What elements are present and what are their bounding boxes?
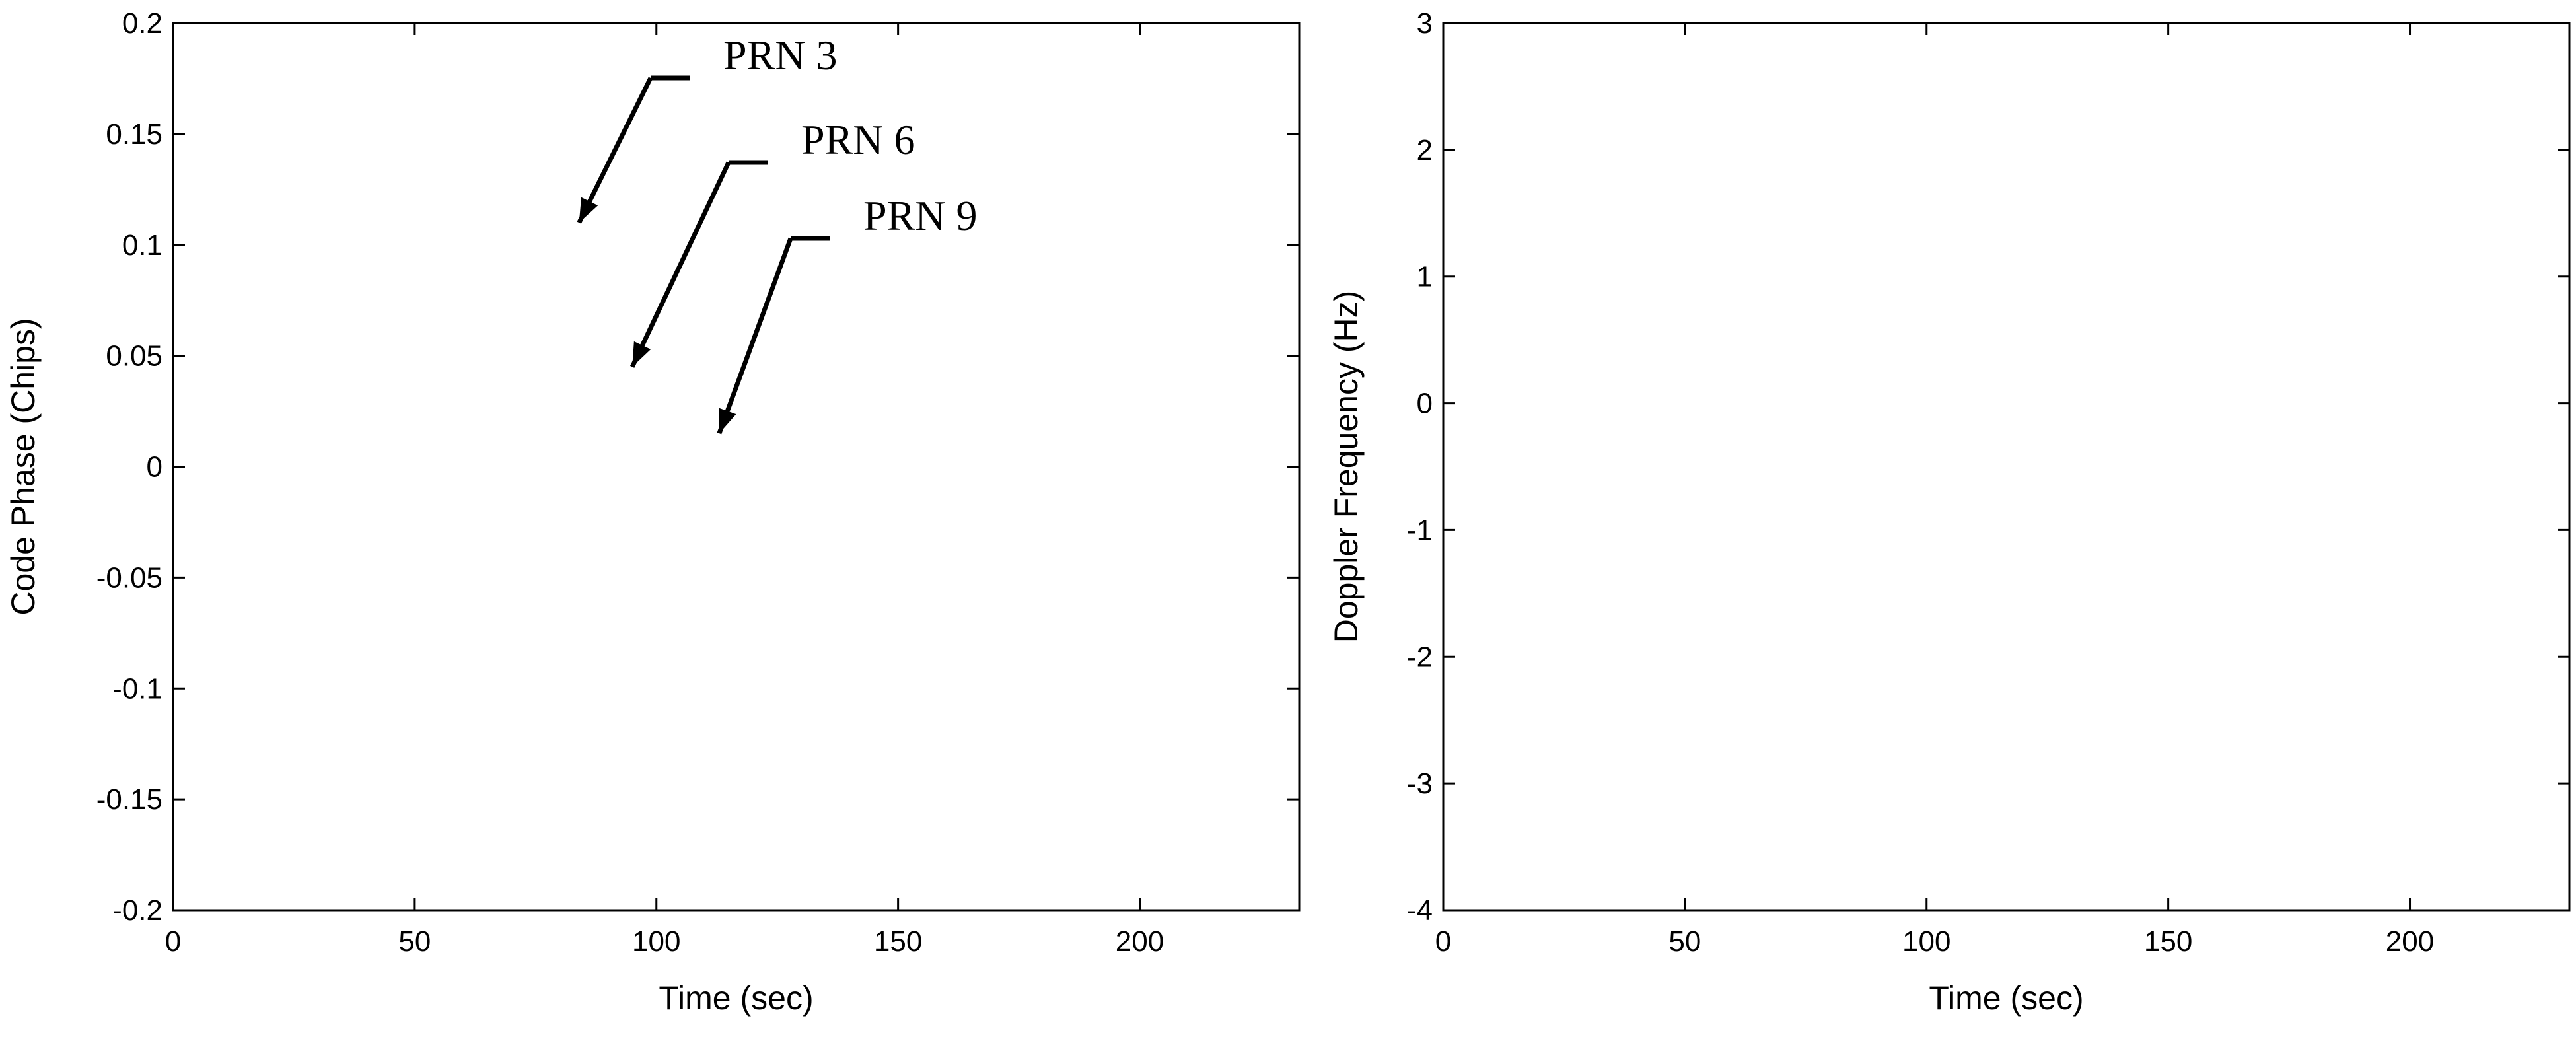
axes-frame xyxy=(1442,22,2571,912)
y-tick-label: -0.1 xyxy=(112,672,162,705)
y-tick-label: -4 xyxy=(1407,894,1433,927)
axes-frame xyxy=(172,22,1301,912)
x-tick-label: 100 xyxy=(1902,925,1950,958)
x-tick-label: 200 xyxy=(1116,925,1164,958)
y-axis-label: Doppler Frequency (Hz) xyxy=(1328,291,1365,643)
annotation-label-prn-9: PRN 9 xyxy=(863,192,978,239)
annotation-label-prn-6: PRN 6 xyxy=(801,116,915,163)
y-tick-label: -0.2 xyxy=(112,894,162,927)
annotation-arrow xyxy=(630,161,731,368)
annotation-arrowhead xyxy=(632,341,651,367)
annotation-label-prn-3: PRN 3 xyxy=(723,32,838,79)
y-tick-label: 0 xyxy=(1417,388,1433,420)
annotation-arrowhead xyxy=(579,197,598,223)
annotation-arrow xyxy=(717,237,793,435)
x-tick-label: 200 xyxy=(2386,925,2434,958)
x-axis-label: Time (sec) xyxy=(1929,980,2083,1017)
y-tick-label: 0.05 xyxy=(106,340,162,373)
x-tick-label: 100 xyxy=(632,925,680,958)
x-tick-label: 0 xyxy=(1435,925,1451,958)
annotations: PRN 3 PRN 6 PRN 9 xyxy=(577,32,978,435)
y-tick-label: -0.15 xyxy=(96,783,162,816)
y-tick-label: -2 xyxy=(1407,641,1433,673)
y-tick-label: 0.15 xyxy=(106,118,162,151)
y-tick-label: 0 xyxy=(147,451,162,483)
y-tick-label: -3 xyxy=(1407,768,1433,800)
x-axis-label: Time (sec) xyxy=(659,980,813,1017)
x-tick-label: 0 xyxy=(165,925,181,958)
y-tick-label: -0.05 xyxy=(96,561,162,594)
code-phase-panel: 0 50 100 150 200 -0.2 -0.15 -0.1 -0.05 0 0.05 0.1 0.… xyxy=(5,7,1301,1017)
y-tick-label: 2 xyxy=(1417,134,1433,166)
y-tick-label: 3 xyxy=(1417,7,1433,40)
annotation-arrow xyxy=(577,77,653,224)
annotation-arrowhead xyxy=(719,408,736,434)
y-tick-label: -1 xyxy=(1407,514,1433,546)
x-tick-label: 50 xyxy=(398,925,431,958)
y-tick-label: 0.2 xyxy=(122,7,162,40)
x-tick-label: 150 xyxy=(2144,925,2192,958)
y-tick-label: 0.1 xyxy=(122,229,162,262)
y-tick-label: 1 xyxy=(1417,261,1433,293)
x-tick-label: 50 xyxy=(1668,925,1701,958)
x-tick-label: 150 xyxy=(874,925,922,958)
y-axis-label: Code Phase (Chips) xyxy=(5,318,42,615)
doppler-frequency-panel: 0 50 100 150 200 -4 -3 -2 -1 0 1 2 3 Time (sec) Dopple… xyxy=(1328,7,2571,1017)
